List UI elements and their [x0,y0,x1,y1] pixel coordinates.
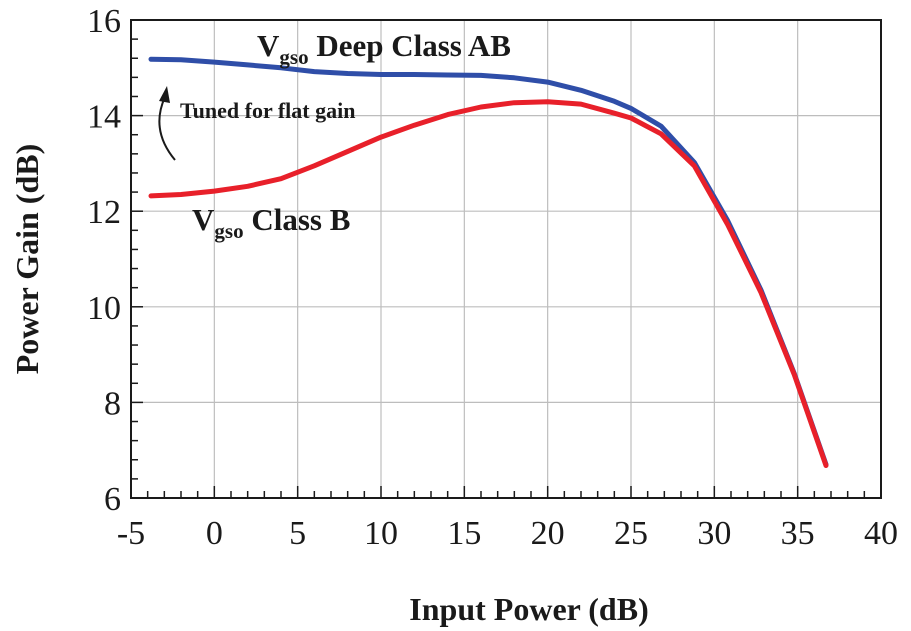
series-label-deep-class-ab-rest: Deep Class AB [309,28,511,63]
series-label-class-b: Vgso Class B [192,202,350,243]
y-tick-label: 10 [87,290,121,327]
series-label-deep-class-ab: Vgso Deep Class AB [257,28,511,69]
x-tick-label: 10 [364,515,398,552]
series-line-class-b [148,99,829,468]
series-lines [148,56,829,468]
plot-frame [130,19,882,499]
y-tick-label: 8 [104,385,121,422]
annotation-tuned-for-flat-gain: Tuned for flat gain [180,98,355,123]
annotation-arrow [158,96,176,161]
x-tick-label: -5 [117,515,145,552]
y-axis-title: Power Gain (dB) [9,144,45,375]
series-label-class-b-v: V [192,202,215,237]
x-tick-label: 5 [289,515,306,552]
annotation-arrowhead-icon [159,86,170,103]
x-axis-title: Input Power (dB) [409,591,648,627]
series-label-class-b-sub: gso [214,219,243,243]
x-tick-label: 30 [697,515,731,552]
minor-ticks [130,19,882,499]
grid [131,20,881,498]
x-tick-label: 40 [864,515,898,552]
x-tick-label: 0 [206,515,223,552]
x-tick-label: 15 [447,515,481,552]
x-tick-label: 20 [531,515,565,552]
series-label-deep-class-ab-sub: gso [279,45,308,69]
x-tick-label: 25 [614,515,648,552]
y-tick-label: 6 [104,481,121,518]
y-tick-labels: 6 8 10 12 14 16 [87,3,121,518]
y-tick-label: 14 [87,99,121,136]
series-label-class-b-rest: Class B [244,202,351,237]
x-tick-labels: -5 0 5 10 15 20 25 30 35 40 [117,515,898,552]
x-tick-label: 35 [781,515,815,552]
y-tick-label: 12 [87,194,121,231]
y-tick-label: 16 [87,3,121,40]
series-label-deep-class-ab-v: V [257,28,280,63]
